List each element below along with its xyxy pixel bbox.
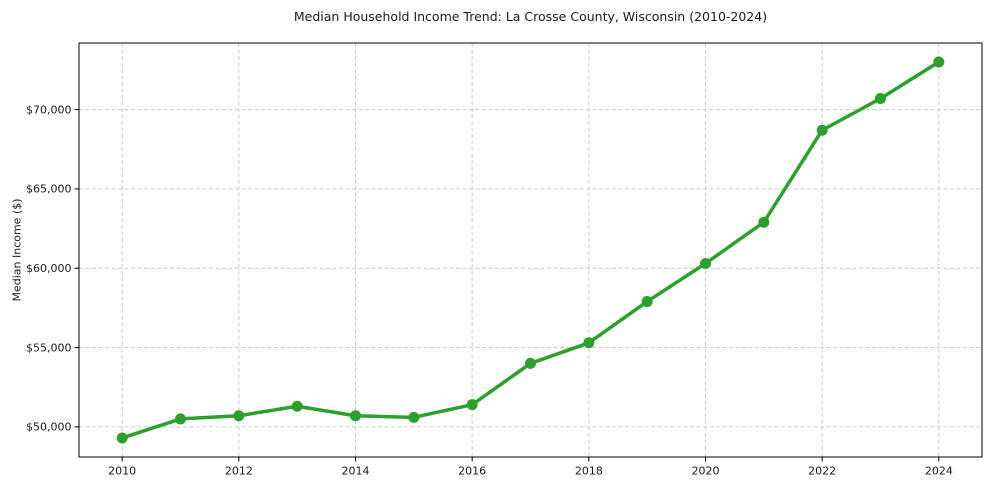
data-point-2017: [525, 357, 536, 369]
chart-title: Median Household Income Trend: La Crosse…: [293, 9, 768, 24]
x-tick-label: 2014: [342, 465, 370, 478]
data-point-2020: [700, 257, 711, 269]
x-tick-label: 2018: [575, 465, 603, 478]
data-point-2018: [583, 337, 595, 349]
income-trend-line: [120, 60, 941, 440]
data-point-2016: [466, 399, 478, 411]
data-point-2024: [933, 56, 945, 68]
y-tick-label: $55,000: [26, 341, 72, 354]
data-point-2022: [816, 124, 828, 136]
y-tick-label: $70,000: [26, 103, 72, 116]
x-tick-label: 2010: [108, 465, 136, 478]
data-point-2021: [758, 216, 770, 228]
data-point-2013: [291, 400, 303, 412]
y-tick-label: $50,000: [26, 421, 72, 434]
x-tick-label: 2022: [808, 465, 836, 478]
data-point-2019: [641, 296, 653, 308]
x-tick-label: 2024: [925, 465, 953, 478]
y-tick-label: $65,000: [26, 183, 72, 196]
y-tick-label: $60,000: [26, 262, 72, 275]
data-point-2011: [175, 413, 186, 425]
data-point-2012: [233, 410, 245, 422]
data-point-2015: [408, 411, 420, 423]
x-tick-label: 2012: [225, 465, 253, 478]
data-point-2010: [116, 432, 128, 444]
data-point-2023: [875, 93, 886, 105]
axes-box: [78, 42, 983, 458]
x-tick-label: 2016: [458, 465, 486, 478]
x-tick-label: 2020: [692, 465, 720, 478]
data-point-2014: [350, 410, 361, 422]
